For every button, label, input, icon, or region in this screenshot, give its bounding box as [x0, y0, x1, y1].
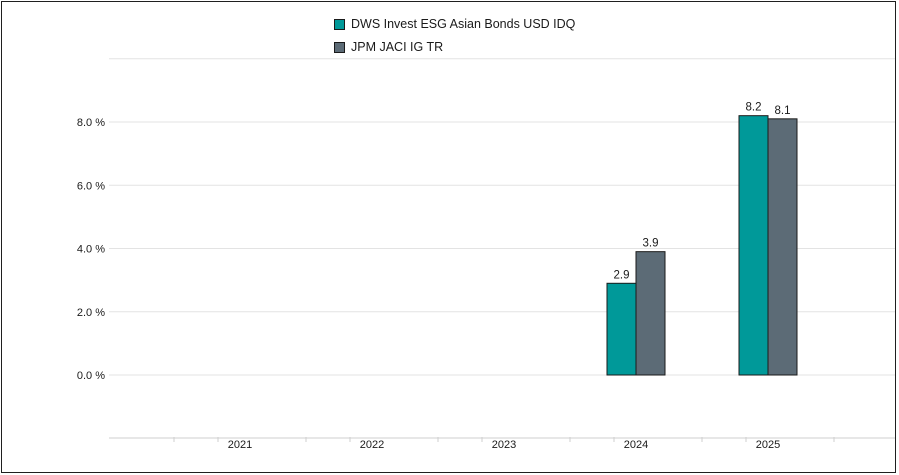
data-label: 3.9	[643, 238, 659, 250]
bar	[738, 115, 769, 376]
data-label: 2.9	[614, 269, 630, 281]
legend-swatch-dws	[334, 18, 345, 30]
bar	[606, 282, 637, 376]
x-tick-label: 2022	[360, 439, 384, 451]
data-label: 8.1	[775, 105, 791, 117]
x-tick-label: 2023	[492, 439, 516, 451]
legend-swatch-jpm	[334, 41, 345, 53]
y-tick-label: 6.0 %	[77, 180, 105, 192]
y-tick-label: 2.0 %	[77, 307, 105, 319]
y-tick-label: 4.0 %	[77, 244, 105, 256]
legend: DWS Invest ESG Asian Bonds USD IDQ JPM J…	[334, 14, 575, 60]
legend-item-dws: DWS Invest ESG Asian Bonds USD IDQ	[334, 14, 575, 34]
x-tick-label: 2024	[624, 439, 648, 451]
x-tick-label: 2025	[756, 439, 780, 451]
x-tick-label: 2021	[228, 439, 252, 451]
legend-label-dws: DWS Invest ESG Asian Bonds USD IDQ	[351, 17, 576, 31]
legend-label-jpm: JPM JACI IG TR	[351, 40, 444, 54]
bar	[767, 118, 798, 376]
y-tick-label: 8.0 %	[77, 117, 105, 129]
y-tick-label: 0.0 %	[77, 370, 105, 382]
bar	[635, 251, 666, 376]
legend-item-jpm: JPM JACI IG TR	[334, 37, 575, 57]
data-label: 8.2	[746, 102, 762, 114]
